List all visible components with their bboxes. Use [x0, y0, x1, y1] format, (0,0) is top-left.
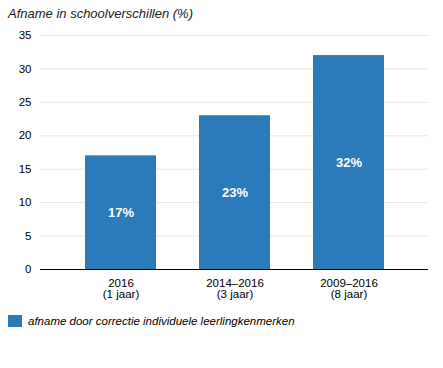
html-text:Afname in schoolverschillen (%: Afname in schoolverschillen (%) [8, 6, 193, 21]
html-text:afname door correctie individu: afname door correctie individuele leerli… [28, 315, 295, 327]
svg-text:2009–2016(8 jaar): 2009–2016(8 jaar) [320, 277, 378, 301]
svg-text:25: 25 [19, 96, 32, 108]
svg-text:32%: 32% [336, 155, 362, 170]
svg-text:2016(1 jaar): 2016(1 jaar) [103, 277, 140, 301]
svg-text:0: 0 [25, 263, 31, 275]
svg-text:20: 20 [19, 129, 32, 141]
svg-text:10: 10 [19, 196, 32, 208]
svg-text:30: 30 [19, 63, 32, 75]
svg-text:23%: 23% [222, 185, 248, 200]
svg-text:2014–2016(3 jaar): 2014–2016(3 jaar) [206, 277, 264, 301]
svg-text:15: 15 [19, 163, 32, 175]
svg-text:5: 5 [25, 230, 31, 242]
svg-text:35: 35 [19, 29, 32, 41]
svg-text:17%: 17% [108, 205, 134, 220]
